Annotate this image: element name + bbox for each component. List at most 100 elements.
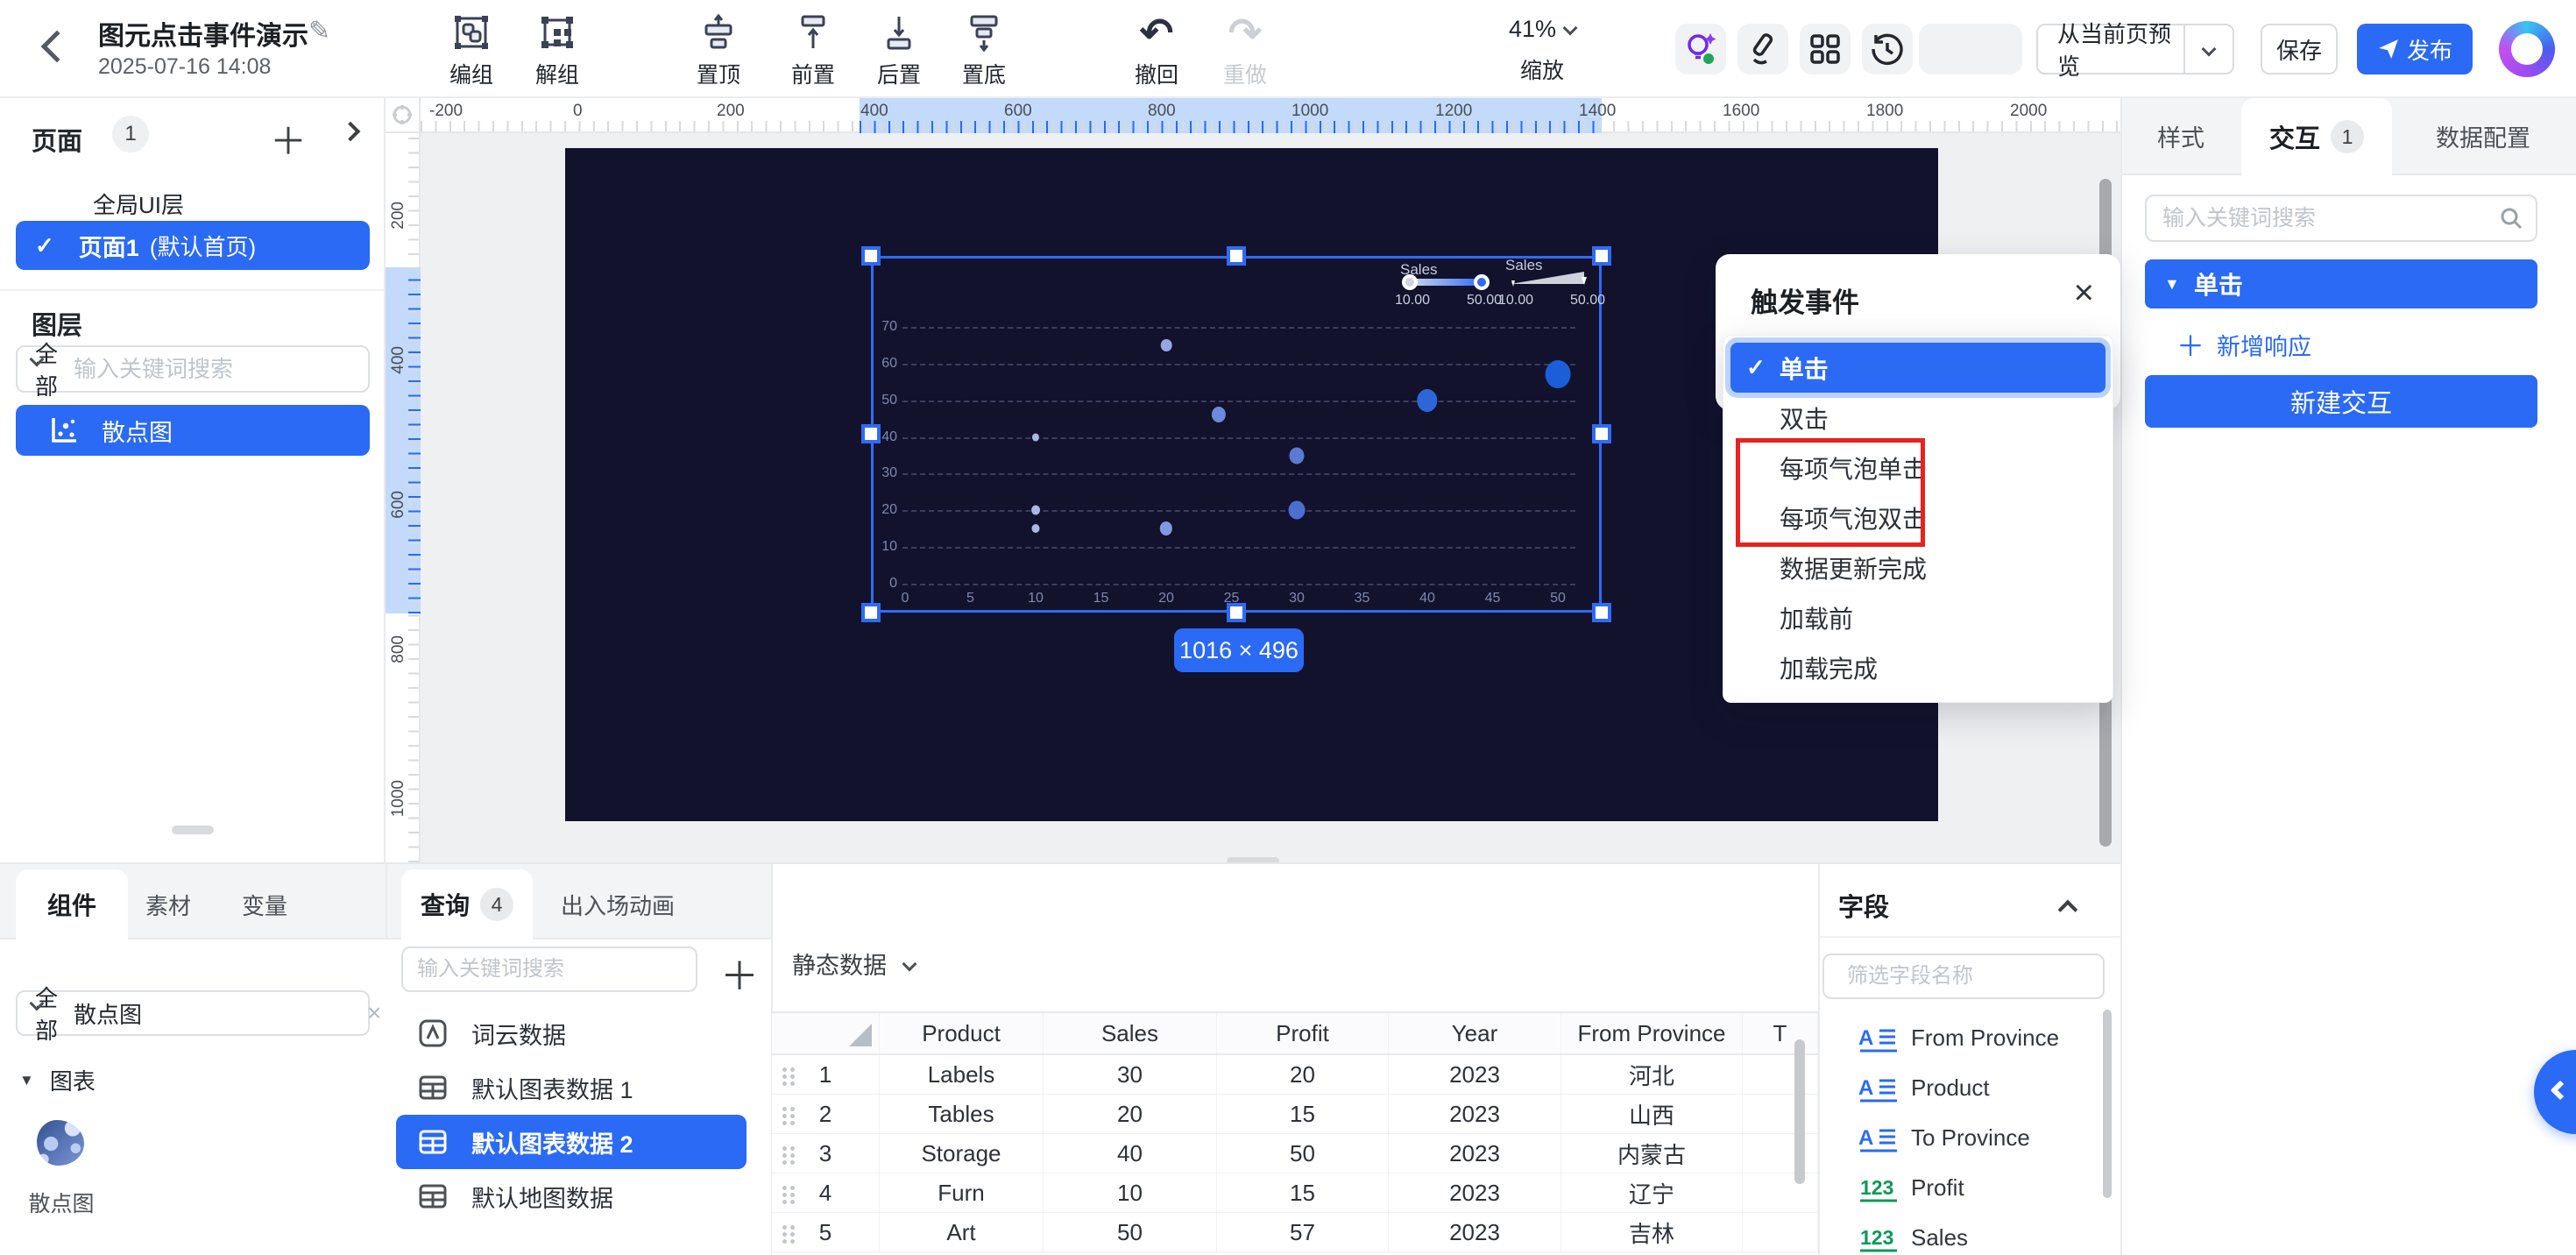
send-to-back-button[interactable]: 置底 — [940, 11, 1028, 89]
query-item[interactable]: 词云数据 — [396, 1006, 747, 1060]
table-cell[interactable]: 2023 — [1389, 1055, 1561, 1094]
preview-split-button[interactable]: 从当前页预览 — [2036, 21, 2234, 80]
drag-handle-icon[interactable] — [782, 1067, 787, 1072]
table-row[interactable]: 2 Tables 20 15 2023 山西 — [772, 1095, 1818, 1134]
bring-forward-button[interactable]: 前置 — [769, 11, 857, 89]
table-cell[interactable]: 50 — [1217, 1134, 1389, 1173]
scatter-point[interactable] — [1417, 388, 1438, 412]
table-cell[interactable]: Art — [880, 1213, 1044, 1251]
layer-item-scatter[interactable]: 散点图 — [16, 405, 370, 456]
interaction-search-input[interactable] — [2147, 205, 2499, 231]
table-cell[interactable]: 2023 — [1389, 1134, 1561, 1173]
selection-handle[interactable] — [1227, 603, 1246, 622]
ruler-origin-button[interactable] — [386, 98, 421, 133]
table-header-cell[interactable] — [772, 1013, 880, 1053]
add-response-button[interactable]: ＋ 新增响应 — [2176, 324, 2311, 365]
edit-title-icon[interactable]: ✎ — [308, 17, 331, 46]
undo-button[interactable]: ↶ 撤回 — [1134, 10, 1178, 88]
field-item[interactable]: 123 Sales — [1818, 1213, 2107, 1255]
tab-components[interactable]: 组件 — [16, 869, 128, 939]
table-cell[interactable]: 3 — [772, 1134, 880, 1173]
table-cell[interactable]: 2023 — [1389, 1213, 1561, 1251]
table-cell[interactable] — [1743, 1134, 1818, 1173]
scatter-point[interactable] — [1545, 360, 1571, 389]
selection-handle[interactable] — [1592, 603, 1611, 622]
selection-handle[interactable] — [1592, 424, 1611, 443]
material-tool-button[interactable] — [1737, 24, 1788, 74]
table-header-cell[interactable]: From Province — [1561, 1013, 1743, 1053]
popup-item[interactable]: 每项气泡双击 — [1723, 493, 2112, 542]
expand-pages-icon[interactable] — [340, 121, 361, 142]
table-cell[interactable]: 15 — [1217, 1095, 1389, 1133]
field-item[interactable]: A Product — [1818, 1063, 2107, 1113]
table-cell[interactable]: 50 — [1044, 1213, 1217, 1251]
table-cell[interactable]: Storage — [880, 1134, 1044, 1173]
canvas-workspace[interactable]: -200 0 200 400 600 800 1000 1200 1400 1600 1800 200… — [386, 98, 2120, 939]
table-row[interactable]: 1 Labels 30 20 2023 河北 — [772, 1055, 1818, 1095]
table-cell[interactable]: 辽宁 — [1561, 1173, 1743, 1212]
components-grid-button[interactable] — [1800, 24, 1851, 74]
scatter-point[interactable] — [1031, 505, 1040, 515]
datasource-select[interactable]: 静态数据 — [792, 947, 917, 981]
query-item[interactable]: 默认图表数据 1 — [396, 1060, 747, 1115]
table-cell[interactable]: 30 — [1044, 1055, 1217, 1094]
table-cell[interactable]: 山西 — [1561, 1095, 1743, 1133]
dock-resize-handle[interactable] — [1227, 857, 1279, 866]
table-header-cell[interactable]: Year — [1389, 1013, 1561, 1053]
table-row[interactable]: 3 Storage 40 50 2023 内蒙古 — [772, 1134, 1818, 1173]
tab-queries[interactable]: 查询 4 — [401, 869, 533, 939]
selection-handle[interactable] — [1592, 246, 1611, 266]
table-cell[interactable] — [1743, 1095, 1818, 1133]
scatter-point[interactable] — [1289, 447, 1305, 464]
add-page-button[interactable]: ＋ — [270, 121, 308, 162]
popup-item[interactable]: ✓ 单击 — [1730, 343, 2105, 393]
field-filter-input[interactable] — [1836, 964, 2119, 989]
table-header-cell[interactable]: Product — [880, 1013, 1044, 1053]
add-query-button[interactable]: ＋ — [720, 955, 759, 998]
zoom-control[interactable]: 41% 缩放 — [1481, 16, 1603, 85]
selection-handle[interactable] — [1227, 246, 1246, 266]
clear-icon[interactable]: × — [367, 999, 382, 1026]
table-cell[interactable]: 河北 — [1561, 1055, 1743, 1094]
table-cell[interactable] — [1743, 1173, 1818, 1212]
publish-button[interactable]: 发布 — [2357, 24, 2473, 74]
popup-item[interactable]: 加载完成 — [1723, 642, 2112, 692]
history-button[interactable] — [1862, 24, 1913, 74]
table-cell[interactable]: 20 — [1044, 1095, 1217, 1133]
table-cell[interactable]: 5 — [772, 1213, 880, 1251]
close-icon[interactable]: × — [2073, 273, 2094, 312]
table-cell[interactable]: 15 — [1217, 1173, 1389, 1212]
avatar[interactable] — [2499, 21, 2555, 77]
scatter-point[interactable] — [1031, 524, 1040, 534]
table-scrollbar[interactable] — [1794, 1039, 1805, 1184]
scatter-point[interactable] — [1211, 407, 1226, 423]
drag-handle-icon[interactable] — [782, 1186, 787, 1190]
popup-item[interactable]: 加载前 — [1723, 592, 2112, 642]
scatter-chart[interactable]: 0 10 20 30 40 50 60 70 0 5 10 15 20 25 30 35 40 45 50 Sale… — [861, 246, 1611, 622]
tab-data-config[interactable]: 数据配置 — [2436, 125, 2530, 152]
scatter-point[interactable] — [1160, 338, 1172, 351]
drag-handle-icon[interactable] — [782, 1107, 787, 1111]
field-item[interactable]: A To Province — [1818, 1113, 2107, 1163]
layer-search-input[interactable] — [58, 355, 368, 383]
event-group-click[interactable]: ▼ 单击 — [2145, 259, 2537, 308]
table-cell[interactable]: Furn — [880, 1173, 1044, 1212]
popup-item[interactable]: 数据更新完成 — [1723, 542, 2112, 592]
page-canvas[interactable] — [565, 148, 1938, 821]
table-row[interactable]: 5 Art 50 57 2023 吉林 — [772, 1213, 1818, 1252]
table-cell[interactable] — [1743, 1055, 1818, 1094]
table-cell[interactable]: 4 — [772, 1173, 880, 1212]
query-search-input[interactable] — [403, 957, 689, 982]
group-button[interactable]: 编组 — [428, 11, 515, 89]
field-item[interactable]: A From Province — [1818, 1013, 2107, 1063]
page1-item[interactable]: ✓ 页面1 (默认首页) — [16, 221, 370, 270]
table-cell[interactable] — [1743, 1213, 1818, 1251]
selection-handle[interactable] — [861, 424, 881, 443]
back-icon[interactable] — [40, 30, 74, 63]
panel-resize-handle[interactable] — [172, 826, 214, 834]
field-item[interactable]: 123 Profit — [1818, 1163, 2107, 1213]
table-cell[interactable]: Tables — [880, 1095, 1044, 1133]
tab-style[interactable]: 样式 — [2157, 125, 2204, 152]
table-cell[interactable]: 40 — [1044, 1134, 1217, 1173]
popup-item[interactable]: 每项气泡单击 — [1723, 443, 2112, 493]
